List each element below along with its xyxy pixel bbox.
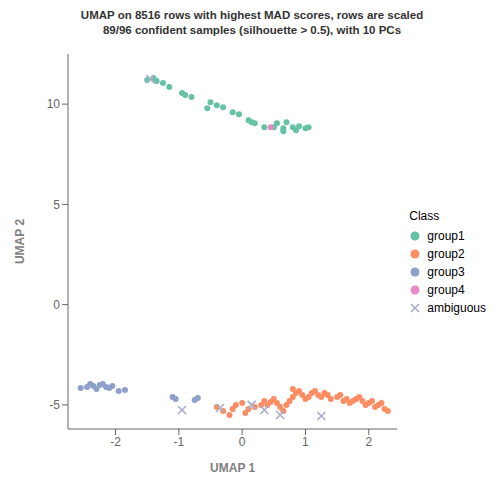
svg-text:-5: -5 (49, 398, 60, 412)
svg-text:10: 10 (47, 97, 61, 111)
svg-text:2: 2 (365, 435, 372, 449)
html-text:group3: group3 (427, 265, 465, 279)
html-text:group1: group1 (427, 229, 465, 243)
svg-text:1: 1 (302, 435, 309, 449)
html-text:group2: group2 (427, 247, 465, 261)
svg-text:UMAP 1: UMAP 1 (210, 461, 255, 475)
html-text:group4: group4 (427, 283, 465, 297)
svg-text:-1: -1 (173, 435, 184, 449)
svg-text:0: 0 (53, 298, 60, 312)
html-text:UMAP on 8516 rows with highest: UMAP on 8516 rows with highest MAD score… (80, 9, 424, 21)
html-text:ambiguous: ambiguous (427, 301, 486, 315)
svg-text:-2: -2 (110, 435, 121, 449)
svg-text:0: 0 (239, 435, 246, 449)
svg-text:5: 5 (53, 198, 60, 212)
svg-text:UMAP 2: UMAP 2 (13, 219, 27, 264)
html-text:89/96 confident samples (silho: 89/96 confident samples (silhouette > 0.… (102, 24, 402, 36)
html-text:Class: Class (409, 209, 440, 223)
